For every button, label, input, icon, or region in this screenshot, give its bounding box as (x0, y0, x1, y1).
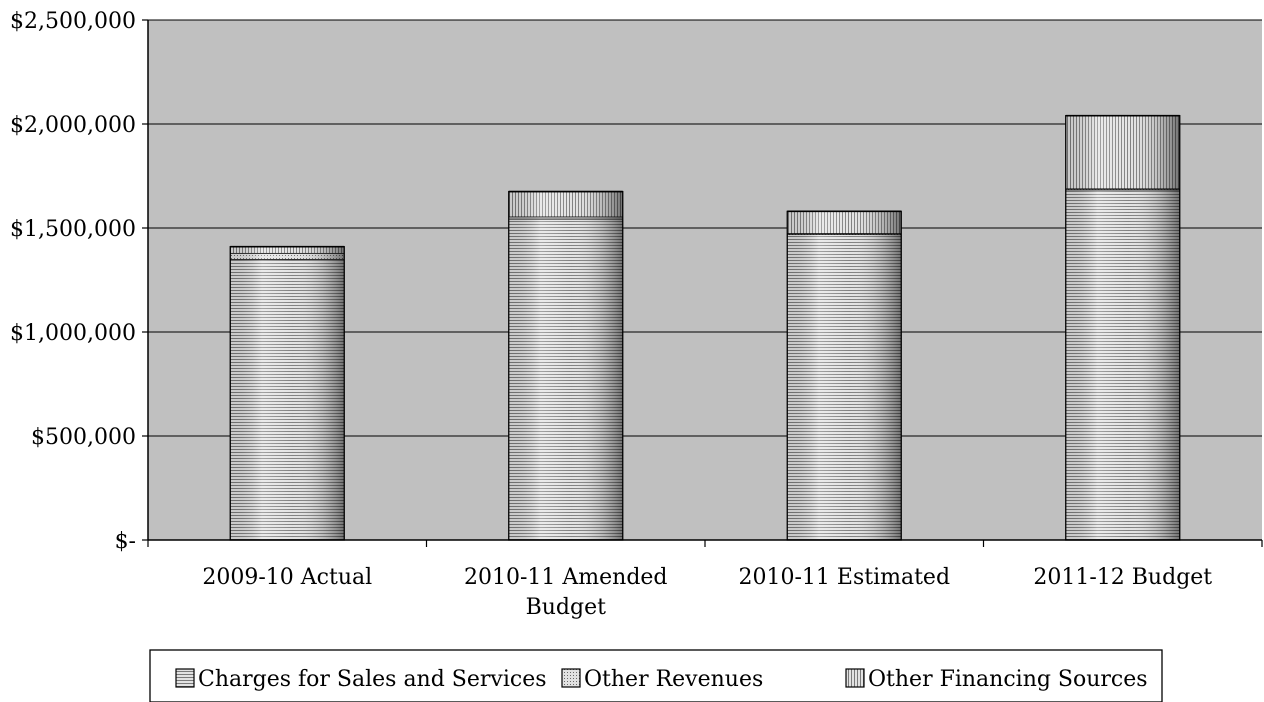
x-tick-label: 2010-11 Amended (464, 565, 668, 590)
legend-entry: Charges for Sales and Services (175, 667, 547, 692)
bar-segment (508, 217, 623, 540)
bar-segment (230, 245, 345, 253)
axes: $- $500,000 $1,000,000 $1,500,000 $2,000,000… (10, 9, 1263, 620)
bar-segment-shade (1065, 189, 1180, 540)
legend: Charges for Sales and Services Other Reve… (149, 649, 1163, 702)
legend-swatch (561, 668, 581, 688)
legend-label: Other Financing Sources (868, 667, 1148, 692)
y-tick-label: $500,000 (31, 425, 136, 450)
bar-segment-shade (230, 259, 345, 540)
bar-segment-shade (508, 216, 623, 219)
bar-segment-shade (230, 252, 345, 260)
bar-segment-shade (787, 234, 902, 541)
bar-segment (1065, 188, 1180, 540)
bar-segment-shade (230, 246, 345, 253)
x-tick-label: Budget (526, 595, 607, 620)
bar-segment (508, 190, 623, 217)
legend-box (149, 649, 1163, 702)
bar-segment (787, 210, 902, 234)
bar-segment-shade (1065, 115, 1180, 189)
bar-segment (230, 258, 345, 540)
legend-entry: Other Financing Sources (845, 667, 1148, 692)
bar-segment (1065, 114, 1180, 189)
legend-swatch (845, 668, 865, 688)
y-tick-label: $1,000,000 (10, 321, 136, 346)
bar-segment-shade (508, 191, 623, 217)
legend-swatch (175, 668, 195, 688)
y-tick-label: $2,500,000 (10, 9, 136, 34)
legend-entry: Other Revenues (561, 667, 763, 692)
x-tick-label: 2011-12 Budget (1033, 565, 1212, 590)
bar-segment (787, 233, 902, 541)
bar-segment (1065, 187, 1180, 190)
bar-segment (230, 252, 345, 260)
y-tick-label: $2,000,000 (10, 113, 136, 138)
bar-segment-shade (508, 218, 623, 540)
x-tick-label: 2009-10 Actual (202, 565, 372, 590)
legend-label: Charges for Sales and Services (198, 667, 547, 692)
bar-segment-shade (787, 211, 902, 234)
legend-label: Other Revenues (584, 667, 763, 692)
x-tick-label: 2010-11 Estimated (738, 565, 950, 590)
bar-segment (787, 232, 902, 235)
y-tick-label: $- (115, 529, 136, 554)
bars (229, 114, 1181, 541)
y-tick-label: $1,500,000 (10, 217, 136, 242)
bar-segment (508, 215, 623, 219)
